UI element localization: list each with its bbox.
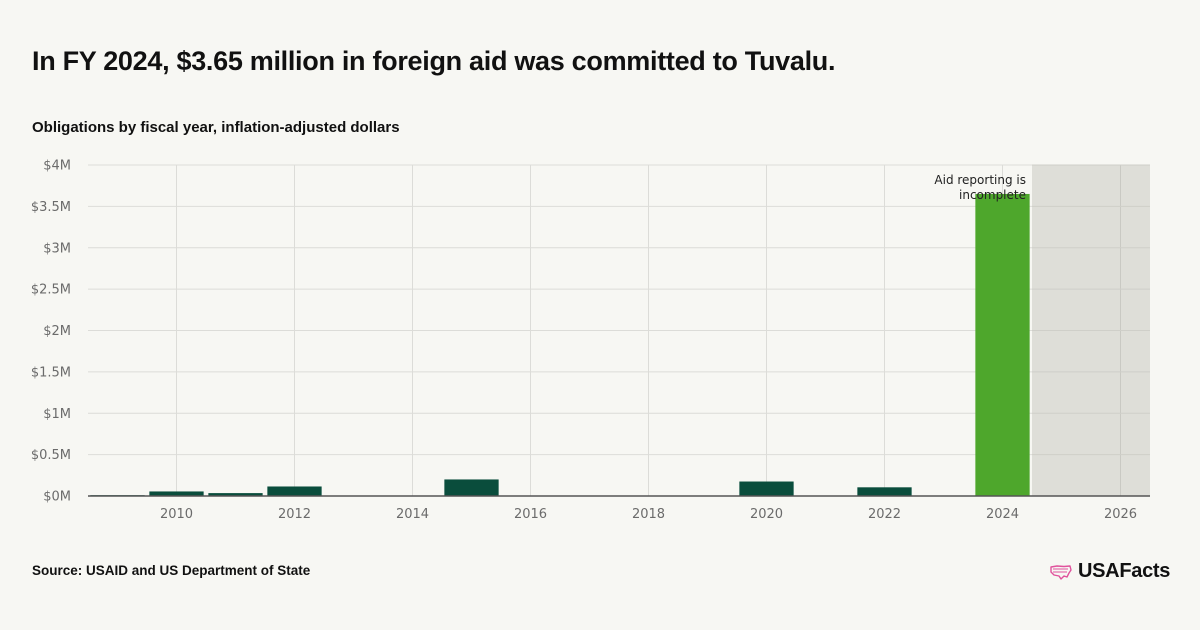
brand-logo[interactable]: USAFacts xyxy=(1050,560,1170,583)
us-map-icon xyxy=(1050,564,1072,580)
x-tick-label: 2024 xyxy=(986,507,1019,522)
x-tick-label: 2010 xyxy=(160,507,193,522)
x-tick-label: 2022 xyxy=(868,507,901,522)
x-tick-label: 2014 xyxy=(396,507,429,522)
x-tick-label: 2026 xyxy=(1104,507,1137,522)
y-tick-label: $2.5M xyxy=(31,283,71,298)
y-tick-label: $0M xyxy=(43,490,71,505)
annotation-line: Aid reporting is xyxy=(934,173,1026,187)
bar-2024 xyxy=(975,193,1030,496)
y-tick-label: $1M xyxy=(43,407,71,422)
bar-2022 xyxy=(857,487,912,496)
x-tick-label: 2020 xyxy=(750,507,783,522)
y-tick-label: $3M xyxy=(43,241,71,256)
tick-labels: $0M $0.5M $1M $1.5M $2M $2.5M $3M $3.5M $4M 2010 2… xyxy=(31,159,1137,523)
incomplete-region xyxy=(1032,164,1150,497)
bar-2010 xyxy=(149,491,204,496)
source-note: Source: USAID and US Department of State xyxy=(32,563,311,578)
y-tick-label: $3.5M xyxy=(31,200,71,215)
annotation-line: incomplete xyxy=(959,188,1026,202)
y-tick-label: $0.5M xyxy=(31,448,71,463)
chart-subtitle: Obligations by fiscal year, inflation-ad… xyxy=(32,119,400,136)
bar-chart: $0M $0.5M $1M $1.5M $2M $2.5M $3M $3.5M $4M 2010 2… xyxy=(31,159,1150,523)
y-tick-label: $1.5M xyxy=(31,365,71,380)
bar-2012 xyxy=(267,486,322,496)
bars xyxy=(90,193,1030,497)
bar-2020 xyxy=(739,481,794,496)
y-tick-label: $4M xyxy=(43,159,71,174)
y-tick-label: $2M xyxy=(43,324,71,339)
x-tick-label: 2012 xyxy=(278,507,311,522)
chart-title: In FY 2024, $3.65 million in foreign aid… xyxy=(32,46,836,76)
bar-2015 xyxy=(444,479,499,496)
brand-name: USAFacts xyxy=(1078,560,1171,582)
x-tick-label: 2016 xyxy=(514,507,547,522)
x-tick-label: 2018 xyxy=(632,507,665,522)
bar-2011 xyxy=(208,493,263,496)
